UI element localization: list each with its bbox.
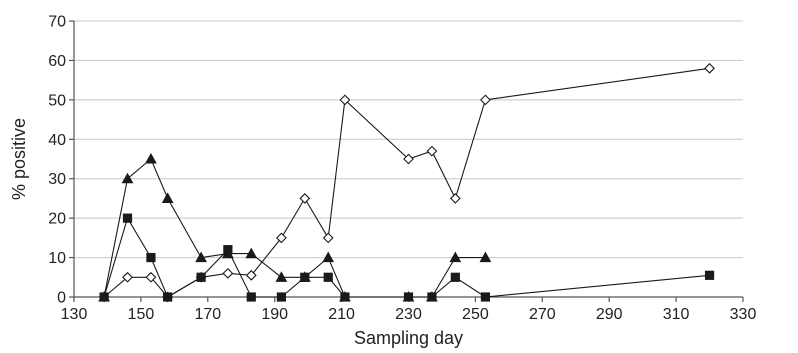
data-point-open-diamond-12	[426, 145, 438, 157]
y-tick-label-0: 0	[57, 290, 66, 307]
x-tick-label-330: 330	[730, 306, 757, 323]
data-point-filled-triangle-1	[121, 172, 134, 184]
series-line-filled-square	[103, 216, 710, 298]
data-point-filled-triangle-2	[145, 152, 157, 164]
data-point-open-diamond-1	[122, 271, 133, 283]
series-group	[103, 67, 710, 298]
data-point-filled-square-9	[323, 272, 333, 282]
y-tick-label-50: 50	[48, 92, 66, 109]
data-point-filled-triangle-13	[449, 251, 462, 263]
data-point-open-diamond-10	[339, 94, 351, 106]
data-point-filled-triangle-7	[275, 271, 288, 282]
data-point-open-diamond-9	[322, 232, 334, 244]
data-point-filled-square-13	[450, 272, 460, 282]
x-tick-label-310: 310	[663, 306, 690, 323]
data-point-filled-square-12	[427, 292, 437, 302]
data-point-filled-triangle-4	[195, 251, 207, 263]
y-tick-label-70: 70	[48, 14, 66, 31]
x-tick-label-170: 170	[194, 306, 221, 323]
x-axis-title: Sampling day	[354, 328, 463, 348]
data-point-filled-square-2	[146, 252, 156, 263]
data-point-open-diamond-11	[403, 153, 414, 165]
data-point-open-diamond-7	[276, 232, 287, 244]
y-tick-label-40: 40	[48, 132, 66, 149]
data-point-filled-square-7	[276, 292, 286, 302]
data-point-filled-square-0	[99, 292, 109, 302]
data-point-open-diamond-5	[222, 267, 234, 279]
x-tick-label-150: 150	[128, 306, 155, 323]
x-tick-label-230: 230	[395, 306, 422, 323]
y-tick-label-10: 10	[48, 250, 66, 267]
data-point-filled-square-1	[122, 213, 133, 223]
x-tick-label-130: 130	[61, 306, 88, 323]
data-point-filled-triangle-9	[322, 251, 335, 263]
data-point-open-diamond-14	[480, 94, 491, 106]
data-point-filled-square-6	[246, 292, 256, 302]
x-tick-label-270: 270	[529, 306, 556, 323]
data-point-open-diamond-15	[704, 62, 715, 74]
data-point-filled-triangle-14	[479, 251, 492, 263]
data-point-filled-square-4	[196, 272, 206, 282]
y-tick-label-30: 30	[48, 171, 66, 188]
data-point-filled-square-11	[403, 292, 414, 302]
y-axis-title: % positive	[9, 118, 29, 200]
markers-group	[98, 62, 715, 303]
data-point-filled-square-8	[300, 272, 310, 282]
x-tick-label-210: 210	[328, 306, 355, 323]
data-point-filled-triangle-3	[161, 192, 174, 203]
data-point-open-diamond-2	[145, 271, 157, 283]
axes: 0 10 20 30 40 50 60 70 130 150 170 190 210 230 250 270 2…	[48, 14, 756, 324]
data-point-filled-square-10	[340, 292, 350, 302]
data-point-filled-square-3	[163, 292, 173, 302]
series-line-open-diamond	[103, 67, 710, 298]
data-point-filled-triangle-6	[245, 247, 258, 259]
data-point-open-diamond-6	[245, 269, 257, 281]
data-point-filled-square-5	[223, 245, 233, 255]
x-tick-label-290: 290	[596, 306, 623, 323]
gridlines	[74, 20, 743, 259]
x-tick-label-190: 190	[261, 306, 288, 323]
x-tick-label-250: 250	[462, 306, 489, 323]
series-line-filled-triangle	[103, 158, 486, 298]
y-tick-label-20: 20	[48, 211, 66, 228]
data-point-open-diamond-13	[449, 193, 461, 204]
data-point-open-diamond-8	[299, 193, 311, 204]
data-point-filled-square-14	[480, 292, 491, 302]
data-point-filled-square-15	[704, 270, 715, 280]
y-tick-label-60: 60	[48, 53, 66, 70]
